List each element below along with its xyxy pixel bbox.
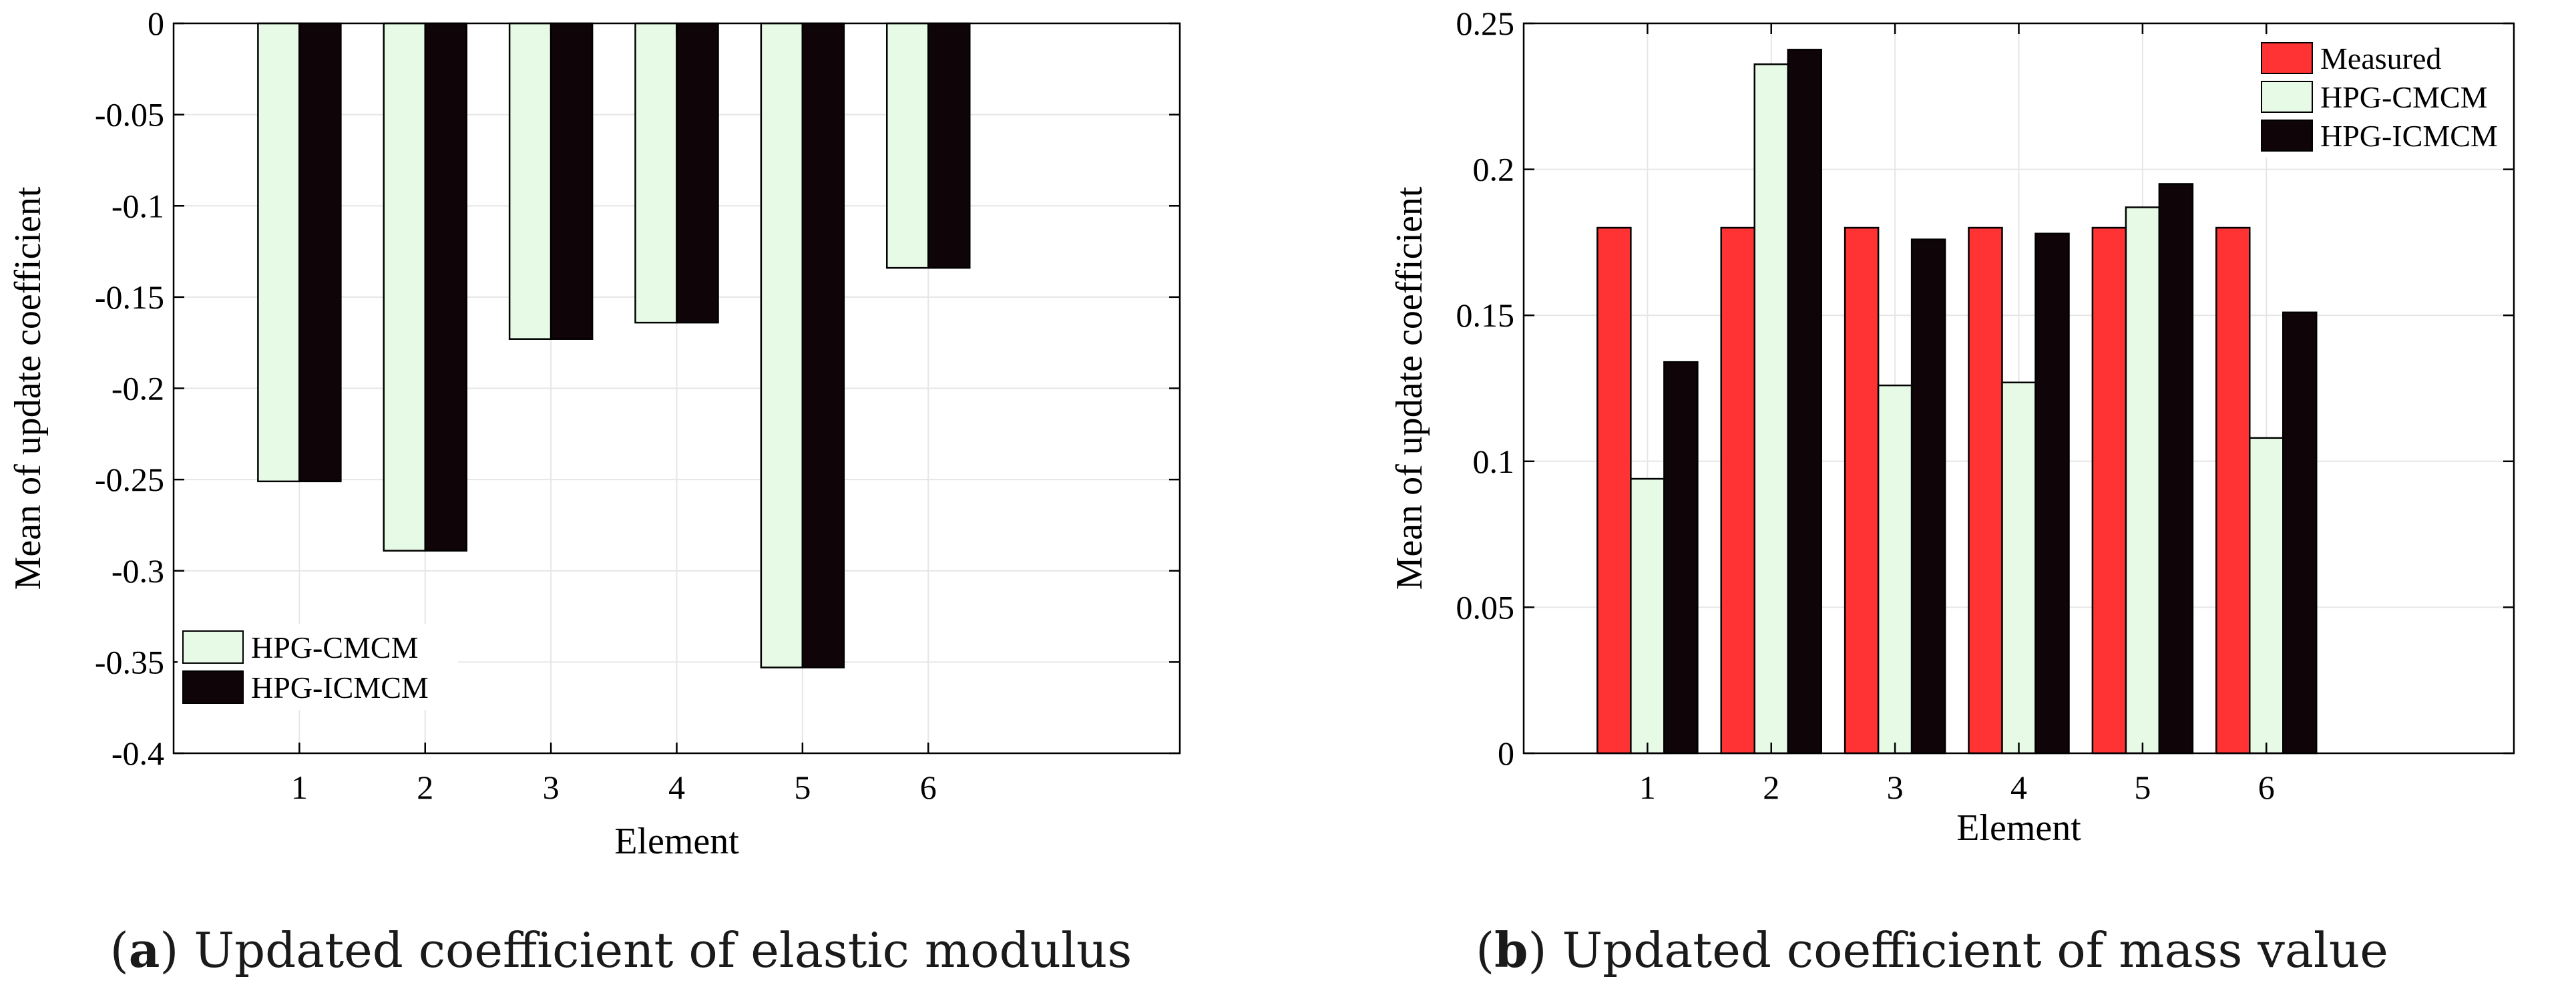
chart-a-bar-hpg-icmcm-3 xyxy=(550,22,594,340)
chart-a-ytick-label: -0.05 xyxy=(95,96,164,134)
chart-b-xtick-label: 4 xyxy=(2010,769,2027,806)
chart-b-legend-swatch xyxy=(2261,120,2313,152)
chart-b-x-axis-title: Element xyxy=(1956,807,2081,849)
chart-b-bar-hpg-cmcm-3 xyxy=(1877,384,1913,755)
chart-b-legend-label: Measured xyxy=(2320,41,2441,75)
caption-b-letter: b xyxy=(1494,922,1528,978)
chart-b-bar-measured-2 xyxy=(1720,226,1755,755)
chart-a-bar-hpg-icmcm-6 xyxy=(927,22,971,269)
chart-b-y-axis-title: Mean of update coefficient xyxy=(1389,186,1430,590)
chart-a-ytick-label: -0.3 xyxy=(112,552,164,590)
chart-a-ytick-label: -0.2 xyxy=(112,370,164,407)
chart-a-ytick-label: -0.1 xyxy=(112,187,164,224)
chart-a-bar-hpg-icmcm-1 xyxy=(298,22,342,483)
chart-a-xtick-label: 4 xyxy=(668,769,685,806)
chart-a-xtick-label: 2 xyxy=(417,769,433,806)
chart-b-ytick-label: 0.1 xyxy=(1473,443,1515,480)
chart-a-ytick-label: -0.25 xyxy=(95,461,164,498)
chart-a-bar-hpg-cmcm-3 xyxy=(508,22,552,340)
chart-b-legend-swatch xyxy=(2261,42,2313,74)
chart-a-x-axis-title: Element xyxy=(614,821,739,862)
caption-a-letter: a xyxy=(128,922,160,978)
chart-a-bar-hpg-icmcm-5 xyxy=(801,22,845,668)
chart-a-ytick-label: -0.4 xyxy=(112,735,164,772)
chart-b-bar-hpg-cmcm-2 xyxy=(1753,63,1789,755)
chart-a-bar-hpg-icmcm-4 xyxy=(676,22,719,324)
chart-b-ytick-label: 0 xyxy=(1498,735,1514,772)
chart-b-bar-measured-1 xyxy=(1596,226,1632,755)
chart-a-y-axis-title: Mean of update coefficient xyxy=(7,186,49,590)
chart-b-ytick-label: 0.25 xyxy=(1456,5,1515,42)
chart-a-xtick-label: 5 xyxy=(794,769,811,806)
chart-b-xtick-label: 3 xyxy=(1887,769,1904,806)
chart-b-legend-label: HPG-ICMCM xyxy=(2320,119,2498,153)
caption-b: (b) Updated coefficient of mass value xyxy=(1476,922,2388,978)
chart-a-bar-hpg-cmcm-6 xyxy=(886,22,929,269)
chart-b-bar-hpg-icmcm-1 xyxy=(1663,361,1699,755)
chart-a-bar-hpg-cmcm-5 xyxy=(760,22,804,668)
caption-a: (a) Updated coefficient of elastic modul… xyxy=(110,922,1132,978)
chart-a-ytick-label: 0 xyxy=(148,5,164,42)
chart-b-xtick-label: 1 xyxy=(1639,769,1656,806)
chart-a-bar-hpg-icmcm-2 xyxy=(424,22,467,552)
chart-b-xtick-label: 2 xyxy=(1763,769,1779,806)
chart-b-bar-hpg-cmcm-5 xyxy=(2125,206,2161,755)
chart-b-bar-hpg-icmcm-4 xyxy=(2034,232,2070,755)
chart-b-legend-swatch xyxy=(2261,81,2313,113)
chart-a-xtick-label: 6 xyxy=(920,769,937,806)
chart-b-bar-hpg-cmcm-6 xyxy=(2249,437,2284,755)
caption-b-text: Updated coefficient of mass value xyxy=(1562,922,2388,978)
caption-a-text: Updated coefficient of elastic modulus xyxy=(194,922,1132,978)
chart-a-legend-label: HPG-CMCM xyxy=(251,630,419,664)
chart-panel-a: 0 -0.05 -0.1 -0.15 -0.2 -0.25 -0.3 -0.35 -0.4 1 2 3… xyxy=(7,5,1181,862)
chart-b-bar-measured-3 xyxy=(1844,226,1880,755)
chart-b-bar-measured-5 xyxy=(2091,226,2127,755)
chart-b-ytick-label: 0.2 xyxy=(1473,151,1515,188)
chart-b-bar-hpg-icmcm-5 xyxy=(2158,183,2194,755)
chart-panel-b: 0 0.05 0.1 0.15 0.2 0.25 1 2 3 4 5 6 Element Mean of … xyxy=(1389,5,2515,849)
chart-a-bar-hpg-cmcm-1 xyxy=(257,22,300,483)
chart-a-bar-hpg-cmcm-2 xyxy=(383,22,426,552)
chart-b-xtick-label: 6 xyxy=(2258,769,2275,806)
chart-a-bar-hpg-cmcm-4 xyxy=(634,22,678,324)
chart-a-ytick-label: -0.35 xyxy=(95,643,164,680)
chart-b-bar-measured-6 xyxy=(2215,226,2251,755)
chart-a-xtick-label: 1 xyxy=(291,769,308,806)
chart-b-bar-measured-4 xyxy=(1968,226,2003,755)
chart-b-legend-label: HPG-CMCM xyxy=(2320,80,2488,114)
chart-b-bar-hpg-icmcm-2 xyxy=(1787,49,1822,755)
chart-a-legend-swatch xyxy=(182,670,244,704)
chart-b-bar-hpg-icmcm-6 xyxy=(2282,311,2318,755)
chart-b-legend: Measured HPG-CMCM HPG-ICMCM xyxy=(2256,36,2510,158)
chart-b-bar-hpg-cmcm-1 xyxy=(1630,477,1665,755)
chart-b-ytick-label: 0.05 xyxy=(1456,588,1515,626)
chart-b-bar-hpg-icmcm-3 xyxy=(1910,238,1946,755)
chart-b-xtick-label: 5 xyxy=(2134,769,2151,806)
chart-a-legend-swatch xyxy=(182,630,244,664)
chart-a-ytick-label: -0.15 xyxy=(95,278,164,316)
chart-b-bar-hpg-cmcm-4 xyxy=(2001,381,2036,755)
chart-b-ytick-label: 0.15 xyxy=(1456,296,1515,334)
chart-a-legend-label: HPG-ICMCM xyxy=(251,670,429,705)
chart-a-xtick-label: 3 xyxy=(543,769,560,806)
chart-a-legend: HPG-CMCM HPG-ICMCM xyxy=(178,624,458,710)
